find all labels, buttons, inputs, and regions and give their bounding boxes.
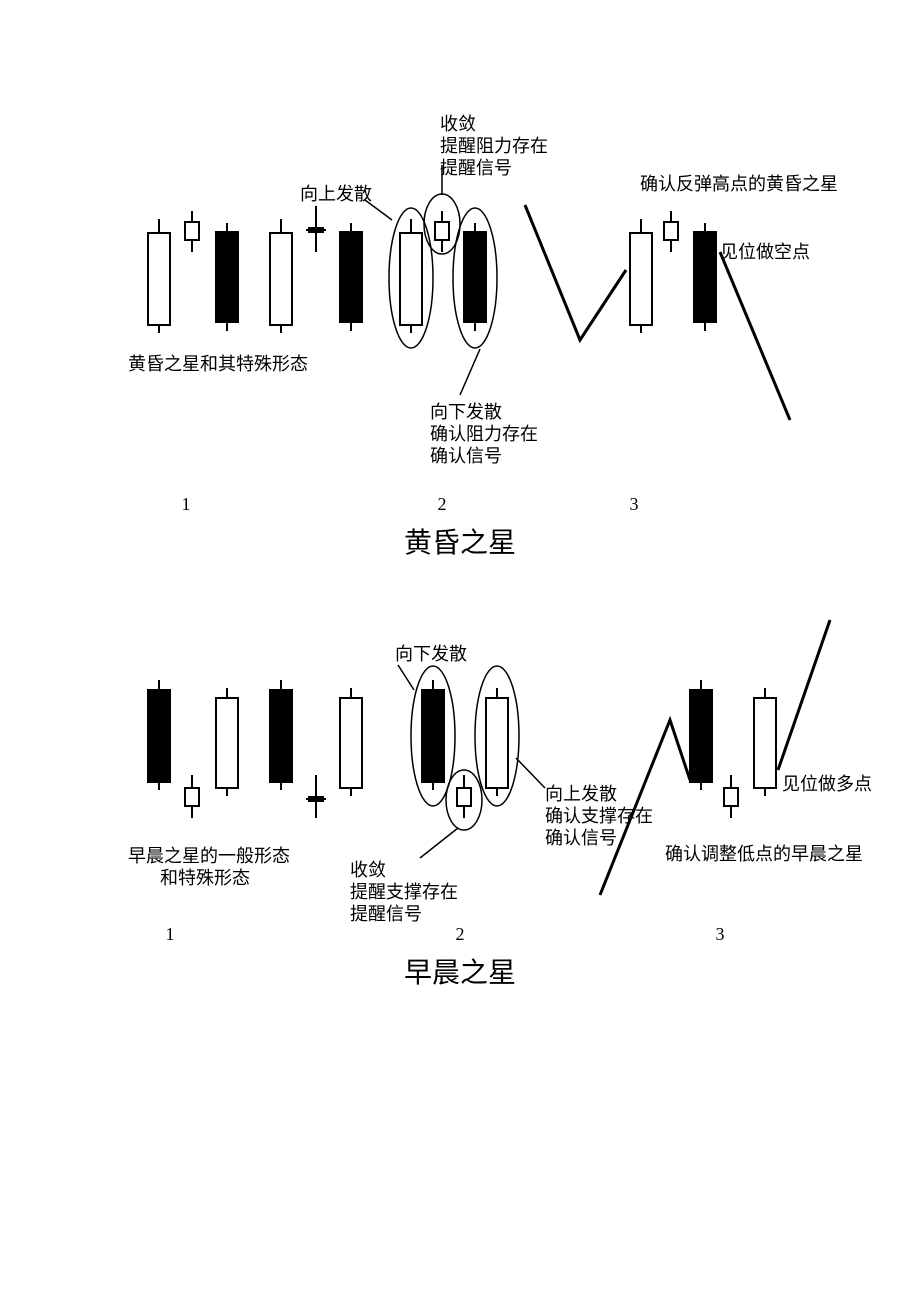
trend-line: [778, 620, 830, 770]
annotation-label: 早晨之星的一般形态: [128, 846, 290, 866]
candle-body-hollow: [754, 698, 776, 788]
annotation-label: 收敛: [350, 860, 386, 880]
candle-body-hollow: [216, 698, 238, 788]
trend-line: [720, 252, 790, 420]
pointer-line: [460, 349, 480, 395]
panel-number: 2: [456, 924, 465, 944]
candle-body-filled: [422, 690, 444, 782]
panel-number: 1: [166, 924, 175, 944]
candle-body-filled: [216, 232, 238, 322]
annotation-label: 和特殊形态: [160, 868, 250, 888]
annotation-label: 向上发散: [300, 184, 372, 204]
panel-number: 3: [630, 494, 639, 514]
annotation-label: 见位做空点: [720, 242, 810, 262]
candle-body-hollow: [435, 222, 449, 240]
annotation-label: 向下发散: [430, 402, 502, 422]
annotation-label: 确认阻力存在: [430, 424, 538, 444]
annotation-label: 确认反弹高点的黄昏之星: [640, 174, 838, 194]
annotation-label: 提醒阻力存在: [440, 136, 548, 156]
annotation-label: 提醒信号: [440, 158, 512, 178]
annotation-label: 收敛: [440, 114, 476, 134]
annotation-label: 见位做多点: [782, 774, 872, 794]
annotation-label: 提醒信号: [350, 904, 422, 924]
section-title: 黄昏之星: [404, 527, 516, 559]
pointer-line: [398, 665, 414, 690]
panel-number: 1: [182, 494, 191, 514]
candle-body-filled: [694, 232, 716, 322]
pointer-line: [516, 758, 545, 788]
annotation-label: 确认信号: [430, 446, 502, 466]
annotation-label: 确认调整低点的早晨之星: [665, 844, 863, 864]
candle-body-hollow: [148, 233, 170, 325]
candle-body-filled: [148, 690, 170, 782]
candle-body-hollow: [457, 788, 471, 806]
candle-body-hollow: [185, 222, 199, 240]
candle-body-hollow: [630, 233, 652, 325]
panel-number: 2: [438, 494, 447, 514]
panel-number: 3: [716, 924, 725, 944]
annotation-label: 向上发散: [545, 784, 617, 804]
candle-body-hollow: [400, 233, 422, 325]
candle-body-hollow: [724, 788, 738, 806]
annotation-label: 确认信号: [545, 828, 617, 848]
candle-body-hollow: [664, 222, 678, 240]
candle-body-hollow: [340, 698, 362, 788]
trend-line: [525, 205, 626, 340]
annotation-label: 黄昏之星和其特殊形态: [128, 354, 308, 374]
candle-body-filled: [270, 690, 292, 782]
annotation-label: 确认支撑存在: [545, 806, 653, 826]
candle-body-filled: [690, 690, 712, 782]
section-title: 早晨之星: [404, 957, 516, 989]
page: 黄昏之星和其特殊形态向上发散收敛提醒阻力存在提醒信号向下发散确认阻力存在确认信号…: [0, 0, 920, 1302]
pointer-line: [420, 828, 458, 858]
diagram-canvas: 黄昏之星和其特殊形态向上发散收敛提醒阻力存在提醒信号向下发散确认阻力存在确认信号…: [0, 0, 920, 1302]
candle-body-filled: [340, 232, 362, 322]
annotation-label: 向下发散: [395, 644, 467, 664]
candle-body-hollow: [270, 233, 292, 325]
candle-body-hollow: [486, 698, 508, 788]
annotation-label: 提醒支撑存在: [350, 882, 458, 902]
candle-body-filled: [464, 232, 486, 322]
candle-body-hollow: [185, 788, 199, 806]
